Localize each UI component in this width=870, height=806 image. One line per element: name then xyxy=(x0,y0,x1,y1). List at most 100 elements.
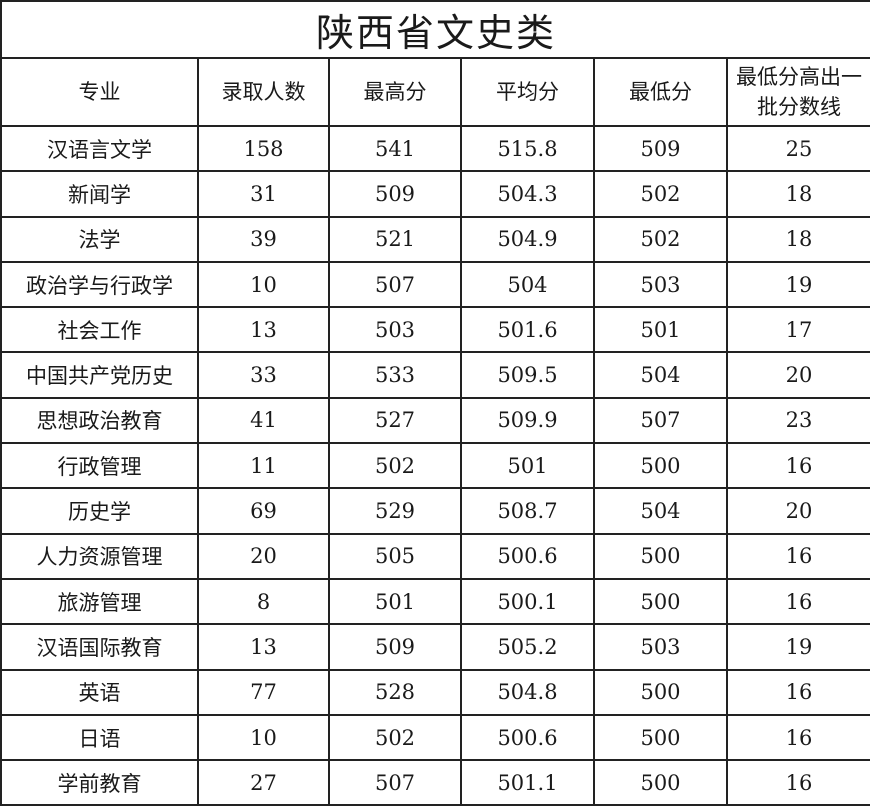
table-row: 中国共产党历史 33 533 509.5 504 20 xyxy=(0,351,870,399)
above-line-cell: 25 xyxy=(725,124,870,173)
major-cell: 汉语国际教育 xyxy=(0,623,199,671)
lowest-score-cell: 500 xyxy=(593,713,728,762)
table-row: 历史学 69 529 508.7 504 20 xyxy=(0,487,870,535)
table-row: 学前教育 27 507 501.1 500 16 xyxy=(0,759,870,806)
lowest-score-cell: 500 xyxy=(593,577,728,626)
header-admitted-count: 录取人数 xyxy=(197,57,330,127)
highest-score-cell: 507 xyxy=(328,260,462,309)
admitted-count-cell: 31 xyxy=(197,170,330,218)
highest-score-cell: 528 xyxy=(328,668,462,716)
major-cell: 中国共产党历史 xyxy=(0,351,199,399)
header-above-first-tier-line: 最低分高出一批分数线 xyxy=(725,57,870,127)
above-line-cell: 16 xyxy=(725,759,870,806)
admitted-count-cell: 69 xyxy=(197,487,330,535)
average-score-cell: 515.8 xyxy=(460,124,595,173)
average-score-cell: 500.6 xyxy=(460,713,595,762)
above-line-cell: 16 xyxy=(725,668,870,716)
above-line-cell: 20 xyxy=(725,487,870,535)
highest-score-cell: 541 xyxy=(328,124,462,173)
admitted-count-cell: 33 xyxy=(197,351,330,399)
average-score-cell: 504.9 xyxy=(460,215,595,263)
above-line-cell: 18 xyxy=(725,215,870,263)
admitted-count-cell: 8 xyxy=(197,577,330,626)
major-cell: 政治学与行政学 xyxy=(0,260,199,309)
header-row: 专业 录取人数 最高分 平均分 最低分 最低分高出一批分数线 xyxy=(0,57,870,127)
table-row: 旅游管理 8 501 500.1 500 16 xyxy=(0,577,870,626)
lowest-score-cell: 501 xyxy=(593,306,728,354)
highest-score-cell: 521 xyxy=(328,215,462,263)
admitted-count-cell: 41 xyxy=(197,396,330,445)
table-title: 陕西省文史类 xyxy=(0,0,870,59)
table-row: 日语 10 502 500.6 500 16 xyxy=(0,713,870,762)
table-row: 英语 77 528 504.8 500 16 xyxy=(0,668,870,716)
highest-score-cell: 527 xyxy=(328,396,462,445)
average-score-cell: 508.7 xyxy=(460,487,595,535)
above-line-cell: 16 xyxy=(725,577,870,626)
above-line-cell: 19 xyxy=(725,623,870,671)
admitted-count-cell: 10 xyxy=(197,260,330,309)
major-cell: 汉语言文学 xyxy=(0,124,199,173)
admitted-count-cell: 13 xyxy=(197,306,330,354)
lowest-score-cell: 502 xyxy=(593,170,728,218)
highest-score-cell: 529 xyxy=(328,487,462,535)
admitted-count-cell: 20 xyxy=(197,532,330,580)
major-cell: 新闻学 xyxy=(0,170,199,218)
lowest-score-cell: 503 xyxy=(593,260,728,309)
above-line-cell: 16 xyxy=(725,532,870,580)
lowest-score-cell: 507 xyxy=(593,396,728,445)
above-line-cell: 16 xyxy=(725,442,870,490)
average-score-cell: 504.8 xyxy=(460,668,595,716)
highest-score-cell: 507 xyxy=(328,759,462,806)
average-score-cell: 501.6 xyxy=(460,306,595,354)
average-score-cell: 509.9 xyxy=(460,396,595,445)
highest-score-cell: 509 xyxy=(328,623,462,671)
lowest-score-cell: 509 xyxy=(593,124,728,173)
highest-score-cell: 533 xyxy=(328,351,462,399)
table-row: 社会工作 13 503 501.6 501 17 xyxy=(0,306,870,354)
major-cell: 英语 xyxy=(0,668,199,716)
admitted-count-cell: 77 xyxy=(197,668,330,716)
highest-score-cell: 502 xyxy=(328,442,462,490)
lowest-score-cell: 504 xyxy=(593,487,728,535)
table-row: 政治学与行政学 10 507 504 503 19 xyxy=(0,260,870,309)
above-line-cell: 16 xyxy=(725,713,870,762)
admitted-count-cell: 158 xyxy=(197,124,330,173)
table-row: 人力资源管理 20 505 500.6 500 16 xyxy=(0,532,870,580)
average-score-cell: 504.3 xyxy=(460,170,595,218)
header-lowest-score: 最低分 xyxy=(593,57,728,127)
table-row: 行政管理 11 502 501 500 16 xyxy=(0,442,870,490)
header-highest-score: 最高分 xyxy=(328,57,462,127)
average-score-cell: 501.1 xyxy=(460,759,595,806)
lowest-score-cell: 500 xyxy=(593,442,728,490)
highest-score-cell: 502 xyxy=(328,713,462,762)
header-major: 专业 xyxy=(0,57,199,127)
lowest-score-cell: 502 xyxy=(593,215,728,263)
table-row: 新闻学 31 509 504.3 502 18 xyxy=(0,170,870,218)
above-line-cell: 18 xyxy=(725,170,870,218)
table-row: 汉语言文学 158 541 515.8 509 25 xyxy=(0,124,870,173)
header-average-score: 平均分 xyxy=(460,57,595,127)
table-row: 汉语国际教育 13 509 505.2 503 19 xyxy=(0,623,870,671)
highest-score-cell: 503 xyxy=(328,306,462,354)
table-row: 思想政治教育 41 527 509.9 507 23 xyxy=(0,396,870,445)
major-cell: 学前教育 xyxy=(0,759,199,806)
average-score-cell: 509.5 xyxy=(460,351,595,399)
above-line-cell: 23 xyxy=(725,396,870,445)
lowest-score-cell: 500 xyxy=(593,532,728,580)
above-line-cell: 20 xyxy=(725,351,870,399)
highest-score-cell: 505 xyxy=(328,532,462,580)
major-cell: 思想政治教育 xyxy=(0,396,199,445)
admitted-count-cell: 39 xyxy=(197,215,330,263)
average-score-cell: 500.1 xyxy=(460,577,595,626)
average-score-cell: 504 xyxy=(460,260,595,309)
major-cell: 社会工作 xyxy=(0,306,199,354)
admitted-count-cell: 13 xyxy=(197,623,330,671)
above-line-cell: 17 xyxy=(725,306,870,354)
admitted-count-cell: 11 xyxy=(197,442,330,490)
lowest-score-cell: 503 xyxy=(593,623,728,671)
above-line-cell: 19 xyxy=(725,260,870,309)
major-cell: 历史学 xyxy=(0,487,199,535)
admitted-count-cell: 27 xyxy=(197,759,330,806)
admitted-count-cell: 10 xyxy=(197,713,330,762)
